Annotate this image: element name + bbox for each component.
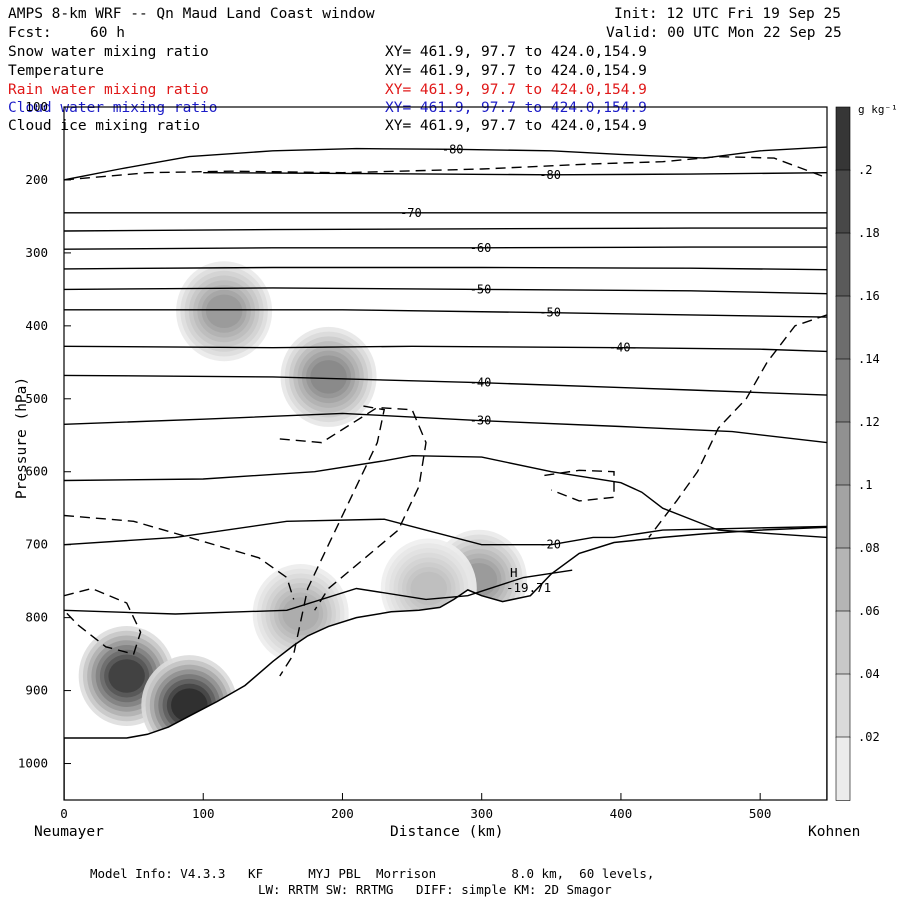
mixing-ratio-shade-4-7: [310, 360, 347, 394]
colorbar-label-9: .2: [858, 163, 872, 177]
valid-time: Valid: 00 UTC Mon 22 Sep 25: [606, 25, 842, 41]
field-xy-temperature: XY= 461.9, 97.7 to 424.0,154.9: [385, 63, 647, 79]
field-xy-rain: XY= 461.9, 97.7 to 424.0,154.9: [385, 82, 647, 98]
isotherm-label-6: -50: [470, 282, 492, 296]
model-info-line1: Model Info: V4.3.3 KF MYJ PBL Morrison 8…: [90, 866, 655, 881]
colorbar-bin-5: [835, 421, 851, 486]
y-tick-label-2: 800: [25, 610, 48, 625]
colorbar-bin-0: [835, 106, 851, 171]
colorbar-unit: g kg⁻¹: [858, 103, 898, 116]
colorbar-label-7: .16: [858, 289, 880, 303]
dashed-contour-3: [279, 406, 427, 611]
dashed-contour-4: [544, 469, 615, 502]
mixing-ratio-shade-3-7: [205, 294, 243, 329]
isotherm-3: [64, 227, 827, 232]
isotherm-label-1: -80: [539, 168, 561, 182]
colorbar-bin-2: [835, 232, 851, 297]
isotherm-13: [64, 569, 573, 615]
dashed-contour-2: [279, 405, 386, 677]
x-tick-label-0: 0: [60, 806, 68, 821]
field-name-cloud-ice: Cloud ice mixing ratio: [8, 118, 201, 134]
init-time: Init: 12 UTC Fri 19 Sep 25: [614, 6, 841, 22]
isotherm-0: [64, 146, 827, 181]
mixing-ratio-shade-0-7: [108, 659, 145, 693]
x-tick-label-5: 500: [749, 806, 772, 821]
isotherm-7: [64, 309, 827, 318]
isotherm-9: [64, 374, 827, 396]
colorbar-label-8: .18: [858, 226, 880, 240]
dashed-contour-1: [64, 514, 295, 600]
colorbar-bin-7: [835, 547, 851, 612]
y-tick-label-9: 100: [25, 99, 48, 114]
isotherm-label-10: -30: [470, 414, 492, 428]
colorbar-bin-6: [835, 484, 851, 549]
colorbar-label-4: .1: [858, 478, 872, 492]
mixing-ratio-shade-6-7: [410, 571, 448, 606]
isotherm-11: [64, 454, 827, 539]
colorbar-label-6: .14: [858, 352, 880, 366]
colorbar-bin-4: [835, 358, 851, 423]
colorbar-bin-10: [835, 736, 851, 801]
mixing-ratio-shade-2-7: [282, 597, 319, 631]
field-xy-snow: XY= 461.9, 97.7 to 424.0,154.9: [385, 44, 647, 60]
field-name-cloud-water: Cloud water mixing ratio: [8, 100, 218, 116]
isotherm-label-8: -40: [609, 341, 631, 355]
isotherm-1: [203, 172, 827, 176]
colorbar-bin-3: [835, 295, 851, 360]
colorbar-label-1: .04: [858, 667, 880, 681]
y-tick-label-0: 1000: [18, 756, 48, 771]
y-tick-label-3: 700: [25, 537, 48, 552]
forecast-label: Fcst:: [8, 25, 52, 41]
isotherm-5: [64, 266, 827, 271]
field-xy-cloud-ice: XY= 461.9, 97.7 to 424.0,154.9: [385, 118, 647, 134]
chart-title: AMPS 8-km WRF -- Qn Maud Land Coast wind…: [8, 6, 375, 22]
x-right-endpoint-label: Kohnen: [808, 824, 861, 840]
x-tick-label-4: 400: [610, 806, 633, 821]
field-name-snow: Snow water mixing ratio: [8, 44, 209, 60]
plot-frame: [63, 106, 828, 801]
dashed-contour-6: [64, 587, 142, 655]
field-name-rain: Rain water mixing ratio: [8, 82, 209, 98]
isotherm-6: [64, 287, 827, 295]
field-name-temperature: Temperature: [8, 63, 105, 79]
y-tick-label-5: 500: [25, 391, 48, 406]
colorbar-bin-1: [835, 169, 851, 234]
extremum-value: -19.71: [506, 580, 552, 595]
x-tick-label-2: 200: [331, 806, 354, 821]
y-axis-label: Pressure (hPa): [14, 376, 30, 500]
colorbar-label-3: .08: [858, 541, 880, 555]
isotherm-12: [64, 518, 827, 546]
colorbar-label-0: .02: [858, 730, 880, 744]
dashed-contour-5: [648, 314, 827, 538]
forecast-hours: 60 h: [90, 25, 125, 41]
isotherm-10: [64, 412, 827, 444]
y-tick-label-6: 400: [25, 318, 48, 333]
isotherm-label-12: -20: [539, 538, 561, 552]
extremum-marker: H: [510, 565, 518, 580]
colorbar-label-2: .06: [858, 604, 880, 618]
isotherm-8: [64, 345, 827, 353]
isotherm-label-4: -60: [470, 241, 492, 255]
y-tick-label-1: 900: [25, 683, 48, 698]
model-info-line2: LW: RRTM SW: RRTMG DIFF: simple KM: 2D S…: [258, 882, 612, 897]
colorbar-label-5: .12: [858, 415, 880, 429]
isotherm-label-2: -70: [400, 206, 422, 220]
y-tick-label-8: 200: [25, 172, 48, 187]
field-xy-cloud-water: XY= 461.9, 97.7 to 424.0,154.9: [385, 100, 647, 116]
x-left-endpoint-label: Neumayer: [34, 824, 104, 840]
y-tick-label-7: 300: [25, 245, 48, 260]
x-tick-label-3: 300: [470, 806, 493, 821]
dashed-contour-0: [64, 155, 824, 181]
terrain-surface: [64, 526, 827, 800]
isotherm-label-9: -40: [470, 376, 492, 390]
isotherm-label-7: -50: [539, 306, 561, 320]
isotherm-label-0: -80: [442, 142, 464, 156]
colorbar-bin-9: [835, 673, 851, 738]
x-axis-label: Distance (km): [390, 824, 504, 840]
isotherm-4: [64, 246, 827, 250]
x-tick-label-1: 100: [192, 806, 215, 821]
colorbar-bin-8: [835, 610, 851, 675]
y-tick-label-4: 600: [25, 464, 48, 479]
